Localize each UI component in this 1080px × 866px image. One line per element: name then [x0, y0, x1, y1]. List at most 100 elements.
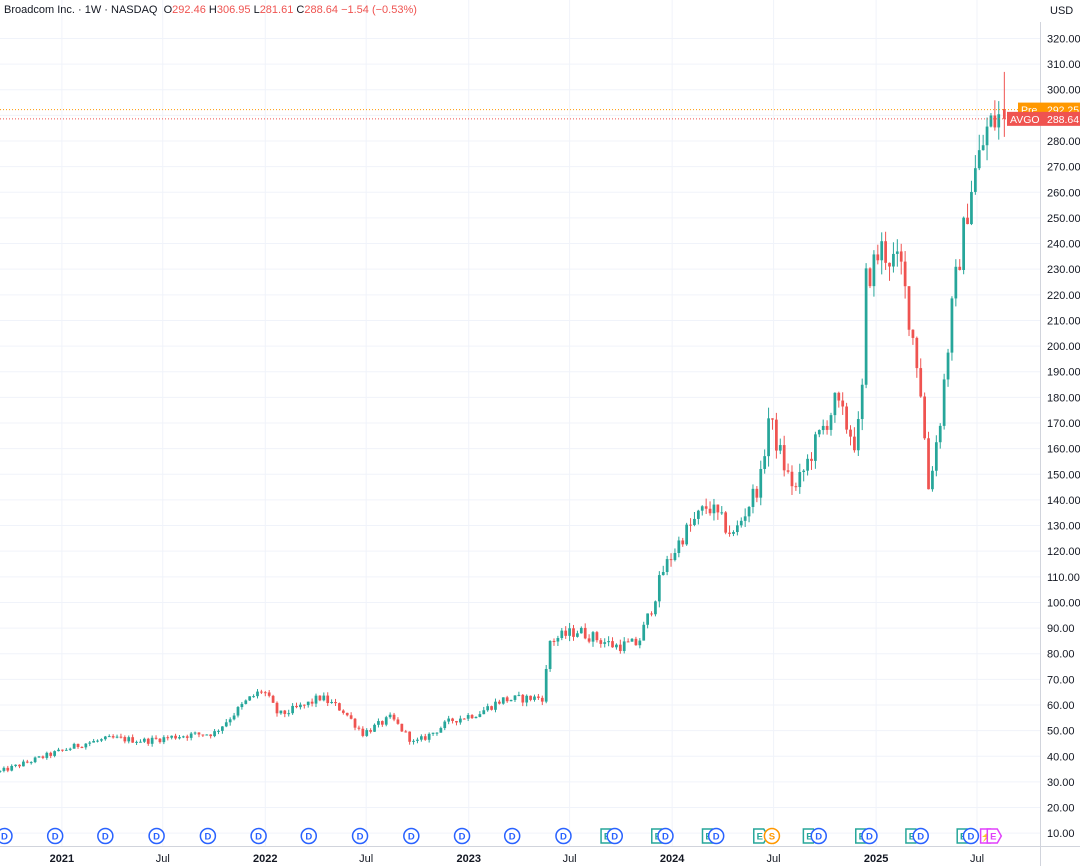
candle-body[interactable]	[127, 737, 131, 742]
candle-body[interactable]	[322, 695, 326, 701]
candle-body[interactable]	[416, 739, 419, 741]
dividend-event-icon[interactable]: D	[250, 827, 267, 845]
candle-body[interactable]	[634, 638, 638, 646]
candle-body[interactable]	[833, 392, 837, 416]
candle-body[interactable]	[650, 613, 653, 615]
candle-body[interactable]	[892, 253, 895, 267]
candle-body[interactable]	[84, 743, 88, 748]
candle-body[interactable]	[591, 632, 595, 642]
candle-body[interactable]	[310, 701, 314, 704]
candle-body[interactable]	[931, 470, 934, 490]
candle-body[interactable]	[681, 540, 685, 545]
candle-body[interactable]	[154, 737, 158, 739]
candle-body[interactable]	[458, 718, 462, 723]
candle-body[interactable]	[100, 739, 103, 741]
candle-body[interactable]	[899, 251, 903, 262]
candle-body[interactable]	[521, 694, 525, 703]
candle-body[interactable]	[25, 761, 29, 763]
candle-body[interactable]	[185, 736, 189, 738]
candle-body[interactable]	[182, 736, 185, 738]
candle-body[interactable]	[517, 694, 521, 696]
candle-body[interactable]	[607, 641, 610, 643]
candle-body[interactable]	[841, 400, 845, 407]
candle-body[interactable]	[361, 728, 365, 736]
candle-body[interactable]	[860, 384, 864, 420]
dividend-event-icon[interactable]: D	[199, 827, 217, 845]
candle-body[interactable]	[423, 736, 427, 740]
candle-body[interactable]	[872, 254, 876, 287]
currency-label[interactable]: USD	[1040, 0, 1080, 22]
candle-body[interactable]	[205, 734, 209, 736]
candle-body[interactable]	[595, 632, 599, 641]
candle-body[interactable]	[103, 736, 107, 740]
candle-body[interactable]	[509, 699, 513, 702]
candle-body[interactable]	[193, 732, 197, 734]
candle-body[interactable]	[973, 168, 977, 192]
candle-body[interactable]	[6, 767, 10, 771]
candle-body[interactable]	[2, 767, 6, 771]
candle-body[interactable]	[853, 436, 856, 451]
candle-body[interactable]	[767, 418, 770, 457]
candle-body[interactable]	[162, 737, 166, 743]
candle-body[interactable]	[946, 352, 950, 380]
candle-body[interactable]	[845, 406, 848, 430]
candle-body[interactable]	[911, 329, 915, 338]
candle-body[interactable]	[470, 715, 474, 719]
candle-body[interactable]	[369, 730, 372, 732]
candle-body[interactable]	[299, 704, 302, 708]
split-event-icon[interactable]: S	[763, 827, 781, 845]
candle-body[interactable]	[474, 716, 478, 719]
candle-body[interactable]	[318, 695, 322, 701]
candle-body[interactable]	[864, 268, 868, 385]
dividend-event-icon[interactable]: D	[707, 827, 725, 845]
dividend-event-icon[interactable]: D	[912, 827, 929, 845]
candle-body[interactable]	[837, 392, 841, 401]
candle-body[interactable]	[61, 749, 64, 751]
candle-body[interactable]	[158, 738, 162, 743]
candle-body[interactable]	[587, 638, 591, 642]
candle-body[interactable]	[33, 757, 37, 763]
candle-body[interactable]	[189, 733, 193, 738]
candle-body[interactable]	[888, 262, 891, 267]
candle-body[interactable]	[642, 624, 646, 641]
candle-body[interactable]	[72, 743, 76, 749]
candle-body[interactable]	[217, 730, 220, 732]
candle-body[interactable]	[646, 613, 649, 625]
candle-body[interactable]	[256, 691, 259, 697]
candle-body[interactable]	[572, 628, 575, 637]
candle-body[interactable]	[29, 762, 33, 764]
candle-body[interactable]	[696, 510, 700, 519]
candle-body[interactable]	[244, 700, 248, 704]
candle-body[interactable]	[802, 470, 806, 473]
candle-body[interactable]	[700, 506, 704, 511]
candle-body[interactable]	[708, 508, 712, 514]
candle-body[interactable]	[0, 770, 2, 772]
candle-body[interactable]	[540, 697, 544, 702]
candle-body[interactable]	[576, 633, 579, 637]
dividend-event-icon[interactable]: D	[861, 827, 878, 845]
candle-body[interactable]	[849, 429, 852, 437]
candle-body[interactable]	[166, 737, 170, 739]
candle-body[interactable]	[501, 697, 505, 704]
candle-body[interactable]	[825, 425, 829, 430]
candle-body[interactable]	[349, 715, 353, 719]
candle-body[interactable]	[341, 710, 345, 713]
candle-body[interactable]	[1002, 109, 1006, 119]
candle-body[interactable]	[427, 733, 431, 740]
candle-body[interactable]	[599, 640, 603, 644]
candle-body[interactable]	[997, 114, 1001, 128]
candle-body[interactable]	[579, 627, 583, 634]
candle-body[interactable]	[786, 470, 790, 472]
candle-body[interactable]	[170, 735, 174, 738]
candle-body[interactable]	[404, 731, 408, 733]
candle-body[interactable]	[876, 254, 880, 261]
candle-body[interactable]	[985, 126, 989, 146]
candle-body[interactable]	[330, 702, 333, 704]
candle-body[interactable]	[384, 717, 388, 725]
candle-body[interactable]	[693, 518, 696, 525]
candle-body[interactable]	[938, 425, 942, 443]
dividend-event-icon[interactable]: D	[555, 827, 572, 845]
candle-body[interactable]	[345, 712, 349, 716]
candle-body[interactable]	[638, 640, 642, 646]
candle-body[interactable]	[903, 261, 907, 287]
